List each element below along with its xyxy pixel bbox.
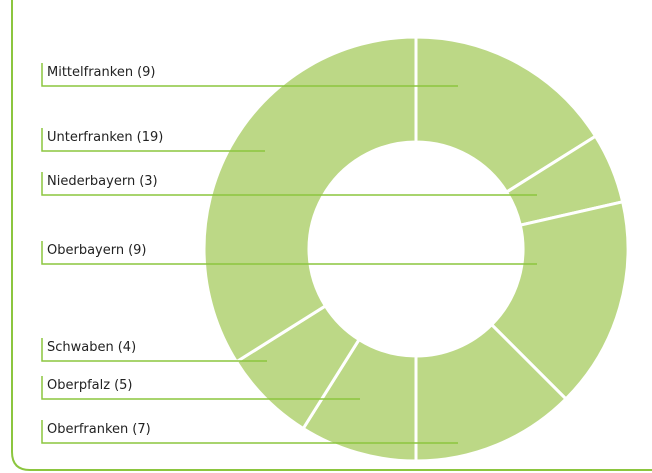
segment-label: Oberfranken (7)	[47, 422, 151, 437]
leader-line	[41, 172, 537, 196]
label-value: (9)	[128, 243, 146, 258]
leader-line	[41, 128, 265, 152]
label-value: (7)	[132, 422, 150, 437]
leader-line	[41, 376, 360, 400]
segment-label: Unterfranken (19)	[47, 130, 163, 145]
label-name: Oberbayern	[47, 243, 124, 258]
label-name: Schwaben	[47, 340, 114, 355]
label-value: (3)	[139, 174, 157, 189]
label-name: Niederbayern	[47, 174, 135, 189]
leader-line	[41, 241, 537, 265]
segment-label: Oberbayern (9)	[47, 243, 147, 258]
donut-segment	[414, 35, 598, 195]
label-name: Mittelfranken	[47, 65, 133, 80]
leader-line	[41, 338, 267, 362]
leader-line	[41, 420, 458, 444]
segment-label: Oberpfalz (5)	[47, 378, 132, 393]
label-value: (9)	[137, 65, 155, 80]
label-name: Oberpfalz	[47, 378, 110, 393]
segment-label: Schwaben (4)	[47, 340, 136, 355]
segment-label: Mittelfranken (9)	[47, 65, 155, 80]
segment-label: Niederbayern (3)	[47, 174, 158, 189]
donut-segment	[202, 35, 418, 364]
frame	[11, 0, 652, 471]
label-value: (19)	[137, 130, 164, 145]
donut-segment	[489, 200, 630, 402]
label-name: Oberfranken	[47, 422, 128, 437]
label-value: (4)	[118, 340, 136, 355]
label-value: (5)	[114, 378, 132, 393]
label-name: Unterfranken	[47, 130, 133, 145]
leader-line	[41, 63, 458, 87]
